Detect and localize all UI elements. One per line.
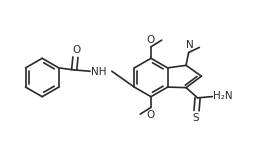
Text: O: O bbox=[146, 35, 155, 45]
Text: NH: NH bbox=[91, 67, 106, 77]
Text: N: N bbox=[186, 40, 193, 50]
Text: O: O bbox=[72, 45, 80, 55]
Text: O: O bbox=[146, 109, 155, 120]
Text: H₂N: H₂N bbox=[213, 91, 233, 101]
Text: S: S bbox=[193, 113, 199, 123]
